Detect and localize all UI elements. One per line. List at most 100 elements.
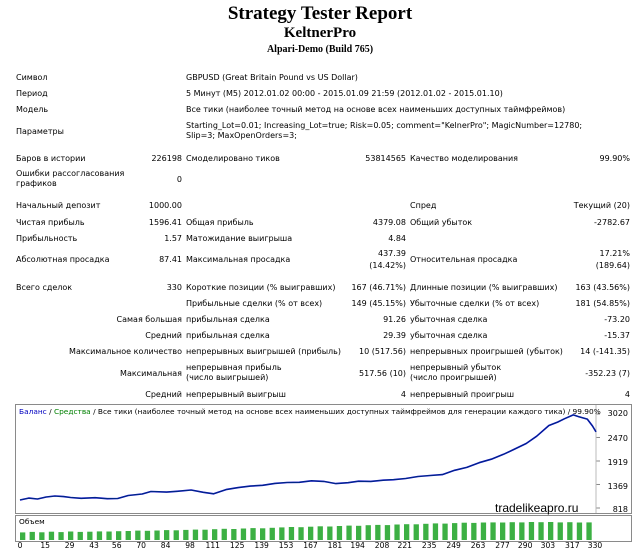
volume-bar (394, 524, 400, 540)
avg-win-value: 29.39 (383, 331, 406, 340)
avg-loss-label: убыточная сделка (410, 331, 488, 340)
volume-bar (68, 531, 74, 540)
volume-bar (87, 531, 93, 540)
long-value: 163 (43.56%) (575, 283, 630, 292)
volume-bar (336, 526, 343, 540)
long-label: Длинные позиции (% выигравших) (410, 283, 558, 292)
x-tick-label: 208 (374, 541, 390, 550)
gross-loss-label: Общий убыток (410, 218, 473, 227)
volume-bar (154, 530, 160, 540)
payoff-label: Матожидание выигрыша (186, 234, 293, 243)
params-label: Параметры (16, 127, 64, 136)
volume-bar (576, 522, 583, 540)
x-tick-label: 111 (205, 541, 220, 550)
x-tick-label: 317 (565, 541, 580, 550)
volume-bar (298, 527, 304, 540)
deposit-value: 1000.00 (148, 201, 182, 210)
x-tick-label: 221 (397, 541, 412, 550)
largest-loss-label: убыточная сделка (410, 315, 488, 324)
volume-bar (125, 531, 131, 540)
average-label: Средний (145, 331, 182, 340)
volume-bar (202, 529, 208, 540)
max-cons-loss-value: 14 (-141.35) (580, 347, 630, 356)
balance-chart: Баланс / Средства / Все тики (наиболее т… (15, 404, 632, 515)
net-value: 1596.41 (148, 218, 182, 227)
x-tick-label: 0 (17, 541, 23, 550)
volume-bar (480, 522, 487, 540)
largest-win-value: 91.26 (383, 315, 406, 324)
volume-bar (164, 530, 170, 540)
volume-bar (375, 524, 381, 540)
x-tick-label: 125 (229, 541, 245, 550)
x-tick-label: 29 (64, 541, 75, 550)
avg-cons-win-label: непрерывный выигрыш (186, 390, 286, 399)
x-tick-label: 277 (495, 541, 510, 550)
volume-bar (212, 529, 218, 540)
quality-value: 99.90% (599, 154, 630, 163)
bars-value: 226198 (151, 154, 182, 163)
volume-bar (260, 528, 266, 540)
abs-dd-value: 87.41 (159, 255, 182, 264)
volume-bar (461, 522, 467, 540)
spread-label: Спред (410, 201, 437, 210)
max-cons-lossval-value: -352.23 (7) (585, 369, 630, 378)
loss-value: 181 (54.85%) (575, 299, 630, 308)
max-cons-profit-value: 517.56 (10) (359, 369, 406, 378)
x-tick-label: 139 (254, 541, 269, 550)
volume-bar (58, 532, 64, 540)
volume-bar (500, 522, 506, 540)
x-tick-label: 290 (517, 541, 533, 550)
chart-header-description: / Все тики (наиболее точный метод на осн… (90, 407, 601, 416)
volume-bar (519, 522, 525, 540)
volume-bar (404, 524, 410, 540)
period-value: 5 Минут (M5) 2012.01.02 00:00 - 2015.01.… (186, 89, 503, 98)
maximal-label: Максимальная (120, 369, 182, 378)
y-tick-label: 818 (612, 505, 628, 514)
volume-bar (48, 531, 55, 540)
gross-loss-value: -2782.67 (594, 218, 630, 227)
avg-cons-loss-value: 4 (624, 390, 630, 399)
win-value: 149 (45.15%) (351, 299, 406, 308)
x-tick-label: 303 (540, 541, 556, 550)
volume-bar (20, 532, 26, 540)
period-label: Период (16, 89, 48, 98)
volume-bar (442, 523, 448, 540)
volume-bar (365, 525, 371, 540)
x-tick-label: 263 (470, 541, 486, 550)
max-cons-profit-label: непрерывная прибыль (число выигрышей) (186, 363, 282, 382)
loss-label: Убыточные сделки (% от всех) (410, 299, 540, 308)
max-dd-value: 437.39 (378, 249, 406, 258)
largest-win-label: прибыльная сделка (186, 315, 270, 324)
payoff-value: 4.84 (388, 234, 406, 243)
volume-bar (96, 531, 103, 540)
errors-value: 0 (176, 175, 182, 184)
y-tick-label: 1919 (607, 458, 628, 467)
report-title: Strategy Tester Report (227, 3, 413, 24)
avg-win-label: прибыльная сделка (186, 331, 270, 340)
spread-value: Текущий (20) (573, 201, 630, 210)
x-tick-label: 330 (587, 541, 603, 550)
x-tick-label: 43 (89, 541, 99, 550)
x-tick-label: 84 (160, 541, 171, 550)
volume-bar (423, 523, 429, 540)
max-cons-win-value: 10 (517.56) (359, 347, 406, 356)
symbol-value: GBPUSD (Great Britain Pound vs US Dollar… (186, 73, 358, 82)
total-value: 330 (166, 283, 182, 292)
volume-bar (250, 528, 256, 540)
model-value: Все тики (наиболее точный метод на основ… (186, 105, 566, 114)
volume-bar (452, 523, 458, 540)
total-label: Всего сделок (16, 283, 73, 292)
gross-profit-label: Общая прибыль (186, 218, 254, 227)
volume-bar (192, 529, 199, 540)
volume-bar (509, 522, 515, 540)
rel-dd-percent: 17.21% (599, 249, 630, 258)
x-tick-label: 98 (185, 541, 195, 550)
chart-header: Баланс / Средства / Все тики (наиболее т… (19, 407, 601, 416)
watermark-text: tradelikeapro.ru (495, 501, 579, 515)
quality-label: Качество моделирования (410, 154, 518, 163)
abs-dd-label: Абсолютная просадка (16, 255, 110, 264)
win-label: Прибыльные сделки (% от всех) (186, 299, 323, 308)
volume-bar (317, 526, 323, 540)
volume-label: Объем (19, 517, 45, 526)
largest-label: Самая большая (116, 315, 182, 324)
